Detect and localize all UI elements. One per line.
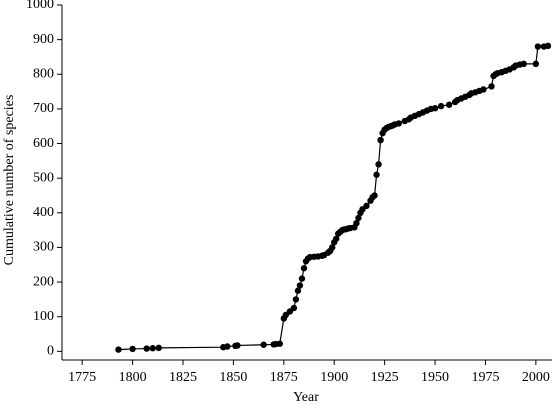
x-tick-label: 1825 (169, 370, 197, 385)
data-point (155, 344, 162, 352)
x-tick-label: 1800 (119, 370, 147, 385)
data-point (300, 265, 308, 272)
data-point (143, 345, 150, 352)
y-tick-label: 100 (33, 309, 54, 324)
data-point (395, 120, 402, 127)
x-tick-label: 1925 (371, 370, 399, 385)
y-tick-label: 700 (33, 101, 54, 116)
x-tick-label: 1850 (219, 370, 247, 385)
data-point (234, 342, 241, 349)
y-tick-label: 0 (47, 344, 54, 359)
data-point (276, 340, 283, 347)
y-tick-label: 600 (33, 136, 54, 151)
data-point (294, 287, 302, 294)
data-point (480, 86, 487, 93)
data-point (373, 171, 380, 178)
data-point (292, 296, 300, 303)
data-point (431, 105, 439, 112)
x-tick-label: 1900 (320, 370, 348, 385)
y-tick-label: 300 (33, 240, 54, 255)
data-point (520, 60, 527, 68)
y-tick-label: 900 (33, 32, 54, 47)
data-point (353, 219, 360, 227)
data-point (115, 346, 122, 353)
y-tick-label: 400 (33, 205, 54, 220)
data-point (488, 83, 495, 90)
data-point (149, 345, 156, 352)
data-point (298, 275, 306, 282)
data-point (296, 282, 304, 289)
data-point (129, 345, 136, 353)
data-point (371, 192, 378, 199)
y-tick-label: 1000 (26, 0, 54, 12)
data-point (437, 102, 445, 110)
x-tick-label: 1775 (68, 370, 96, 385)
data-point (363, 202, 370, 210)
y-tick-label: 500 (33, 170, 54, 185)
data-point (224, 343, 231, 350)
x-tick-label: 2000 (522, 370, 550, 385)
data-point (445, 101, 453, 108)
x-tick-label: 1950 (421, 370, 449, 385)
data-point (532, 60, 540, 68)
data-point (333, 235, 340, 242)
data-point (329, 244, 336, 251)
x-axis-label: Year (293, 390, 319, 405)
data-point (290, 304, 298, 312)
data-point (355, 214, 362, 222)
x-tick-label: 1875 (270, 370, 298, 385)
data-point (375, 161, 382, 168)
data-point (377, 136, 384, 144)
data-point (534, 43, 542, 50)
y-tick-label: 800 (33, 66, 54, 81)
x-tick-label: 1975 (471, 370, 499, 385)
y-tick-label: 200 (33, 274, 54, 289)
data-point (260, 341, 267, 348)
data-point (544, 42, 552, 50)
y-axis-label: Cumulative number of species (2, 95, 17, 266)
